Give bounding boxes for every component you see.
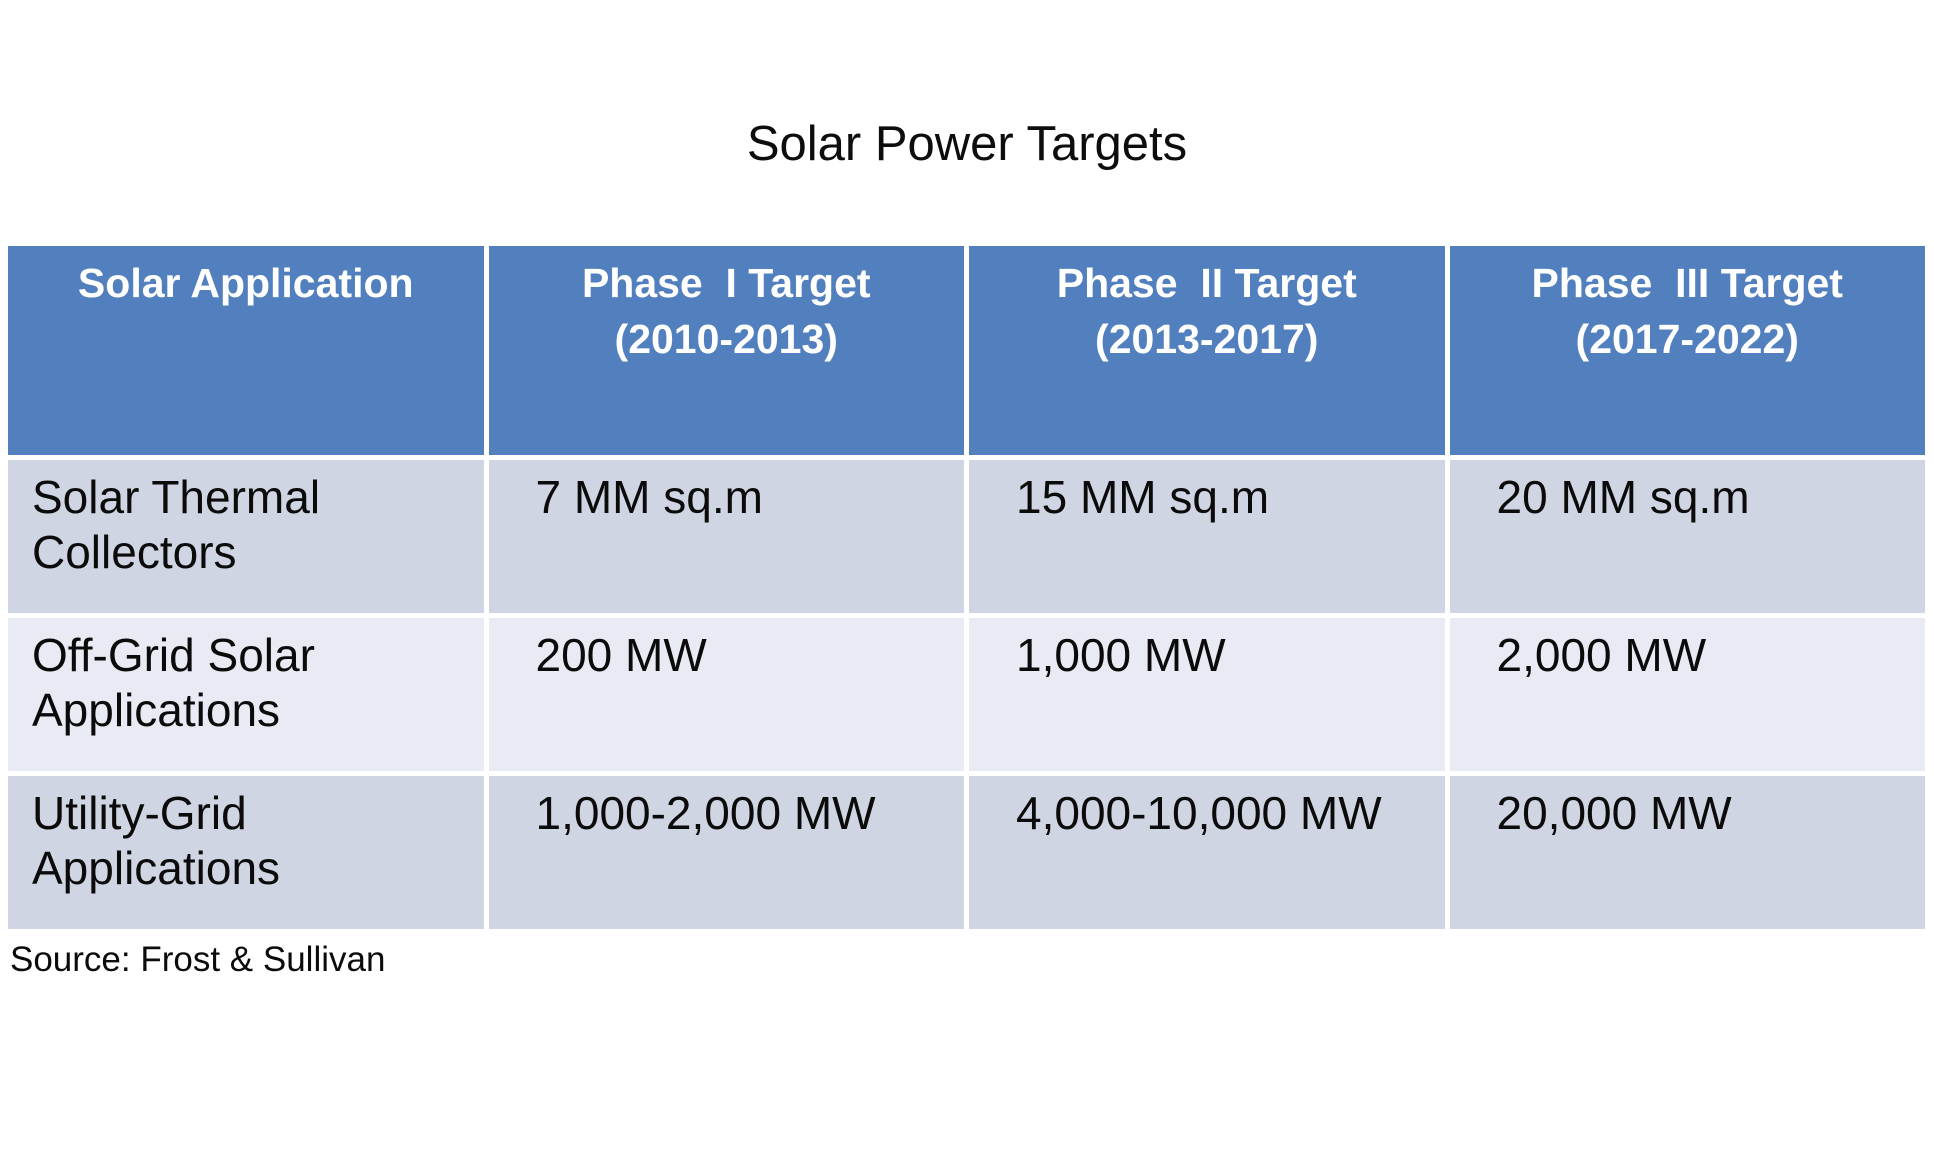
row-label-off-grid-solar-applications: Off-Grid Solar Applications [8,618,484,771]
header-cell-phase-1-target: Phase I Target (2010-2013) [488,246,964,455]
data-cell-solar-thermal-phase-3: 20 MM sq.m [1449,460,1925,613]
data-cell-utility-grid-phase-2: 4,000-10,000 MW [969,776,1445,929]
data-cell-off-grid-phase-3: 2,000 MW [1449,618,1925,771]
source-attribution: Source: Frost & Sullivan [10,940,386,979]
solar-targets-table: Solar Application Phase I Target (2010-2… [8,246,1925,929]
data-cell-off-grid-phase-1: 200 MW [488,618,964,771]
header-cell-phase-2-target: Phase II Target (2013-2017) [969,246,1445,455]
row-label-utility-grid-applications: Utility-Grid Applications [8,776,484,929]
data-cell-utility-grid-phase-1: 1,000-2,000 MW [488,776,964,929]
data-cell-utility-grid-phase-3: 20,000 MW [1449,776,1925,929]
data-cell-solar-thermal-phase-1: 7 MM sq.m [488,460,964,613]
header-cell-solar-application: Solar Application [8,246,484,455]
data-cell-off-grid-phase-2: 1,000 MW [969,618,1445,771]
row-label-solar-thermal-collectors: Solar Thermal Collectors [8,460,484,613]
page-title: Solar Power Targets [746,117,1188,171]
data-cell-solar-thermal-phase-2: 15 MM sq.m [969,460,1445,613]
header-cell-phase-3-target: Phase III Target (2017-2022) [1449,246,1925,455]
